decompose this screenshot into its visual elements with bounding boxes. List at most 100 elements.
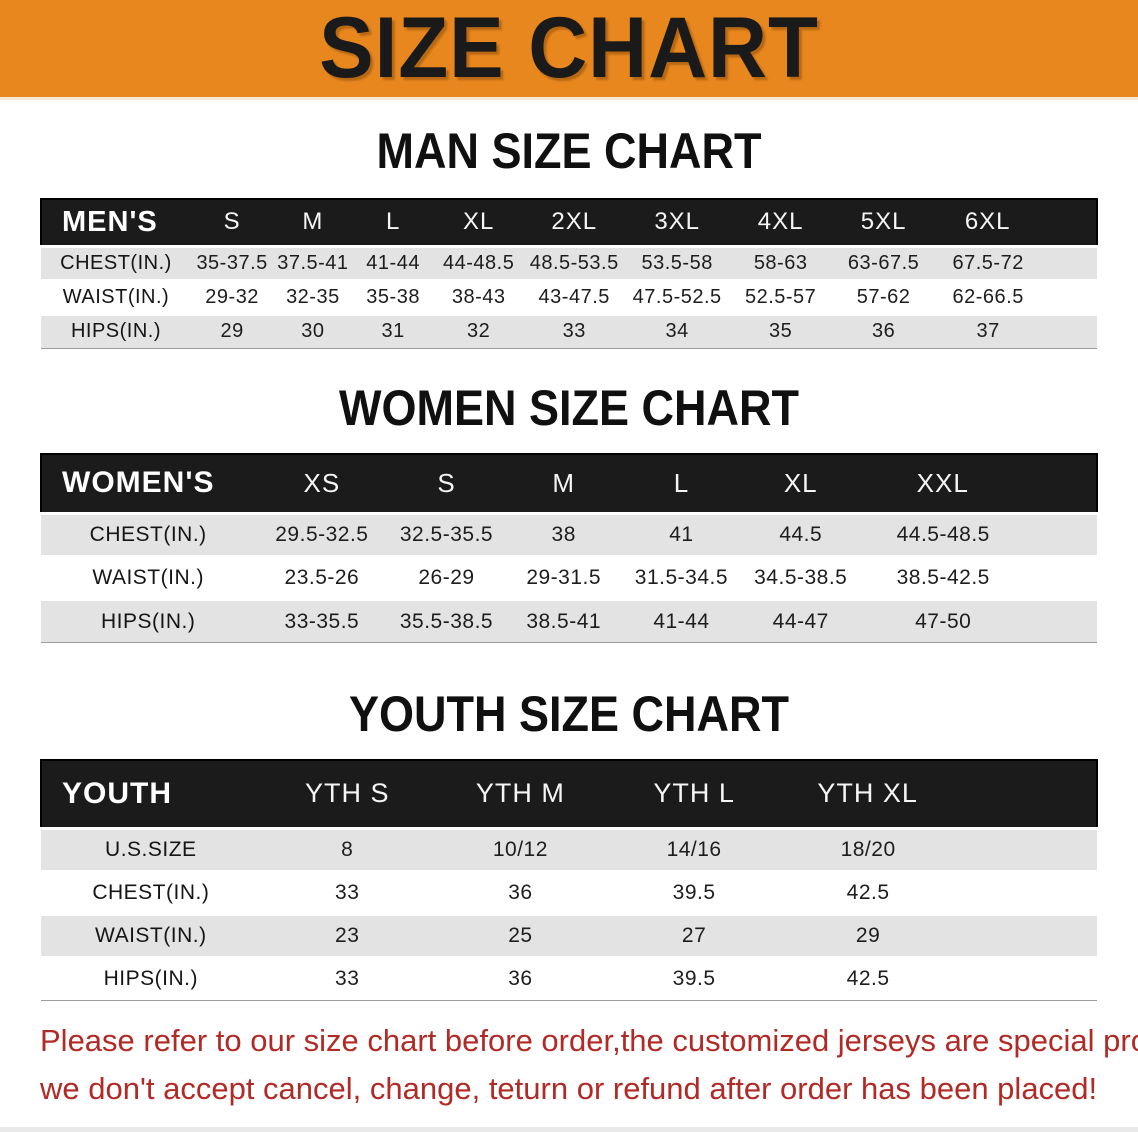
table-title: YOUTH [62,776,172,810]
size-column-header: YTH L [653,778,735,809]
size-value: 35 [769,320,793,342]
size-value: 67.5-72 [952,251,1024,274]
size-value: 32.5-35.5 [399,523,494,546]
size-value: 31 [381,320,405,342]
size-column-header: XS [303,467,341,498]
size-value: 26-29 [418,566,475,589]
measurement-row: HIPS(IN.) 33 36 39.5 42.5 [41,957,1097,1000]
size-value: 29 [855,923,881,947]
size-value: 36 [871,320,896,342]
row-label: HIPS(IN.) [70,320,161,342]
bottom-strip [0,1127,1138,1132]
men-size-table: MEN'S S M L XL 2XL 3XL 4XL 5XL 6XL CHEST(IN.) 35-37… [40,198,1098,349]
size-header-row: WOMEN'S XS S M L XL XXL [41,453,1097,514]
section-men: MAN SIZE CHART MEN'S S M L XL 2XL 3XL 4XL 5XL 6XL… [0,122,1138,349]
size-value: 36 [508,880,533,904]
women-size-table: WOMEN'S XS S M L XL XXL CHEST(IN.) 29.5-32.5 32.5… [40,453,1098,643]
size-column-header: 5XL [860,208,907,236]
size-column-header: 6XL [964,208,1011,236]
size-column-header: YTH S [304,778,390,809]
size-value: 33 [335,967,360,990]
size-value: 38.5-41 [526,609,602,633]
size-value: 39.5 [672,880,716,904]
size-value: 41 [669,523,694,546]
size-value: 31.5-34.5 [634,566,729,589]
size-value: 44-47 [772,609,829,633]
size-value: 44.5-48.5 [896,523,990,546]
section-youth: YOUTH SIZE CHART YOUTH YTH S YTH M YTH L YTH… [0,685,1138,1001]
banner-title: SIZE CHART [319,0,819,96]
size-value: 39.5 [672,967,716,990]
size-value: 62-66.5 [952,285,1024,308]
size-value: 35-38 [366,285,420,308]
size-value: 38.5-42.5 [896,566,990,589]
row-label: CHEST(IN.) [92,880,210,904]
size-value: 35-37.5 [196,251,268,274]
size-value: 29 [220,320,244,342]
size-header-row: MEN'S S M L XL 2XL 3XL 4XL 5XL 6XL [41,199,1097,246]
section-women: WOMEN SIZE CHART WOMEN'S XS S M L XL XXL CHEST(… [0,379,1138,643]
size-value: 58-63 [753,251,808,274]
size-value: 18/20 [840,837,896,861]
size-value: 29-31.5 [526,566,602,589]
row-label: HIPS(IN.) [101,609,196,633]
size-column-header: M [302,208,324,236]
measurement-row: CHEST(IN.) 35-37.5 37.5-41 41-44 44-48.5 48.5… [41,246,1097,280]
size-column-header: L [673,467,690,498]
size-value: 63-67.5 [847,251,920,274]
measurement-row: U.S.SIZE 8 10/12 14/16 18/20 [41,828,1097,871]
measurement-row: WAIST(IN.) 23.5-26 26-29 29-31.5 31.5-34.5 34… [41,556,1097,600]
size-value: 14/16 [666,837,722,861]
row-label: WAIST(IN.) [95,923,207,947]
size-value: 42.5 [846,880,890,904]
size-value: 47-50 [915,609,972,633]
row-label: HIPS(IN.) [103,967,198,990]
youth-size-table: YOUTH YTH S YTH M YTH L YTH XL U.S.SIZE 8 10/12… [40,759,1098,1001]
row-label: CHEST(IN.) [89,523,207,546]
size-value: 29-32 [205,285,259,308]
size-value: 23.5-26 [284,566,360,589]
size-value: 33-35.5 [284,609,360,633]
size-value: 35.5-38.5 [399,609,494,633]
row-label: WAIST(IN.) [92,566,204,589]
size-value: 37 [976,320,1000,342]
size-value: 44-48.5 [442,251,515,274]
size-value: 41-44 [653,609,710,633]
size-value: 27 [681,923,707,947]
size-value: 34 [665,320,689,342]
measurement-row: HIPS(IN.) 29 30 31 32 33 34 35 36 37 [41,314,1097,348]
row-label: U.S.SIZE [105,837,197,861]
disclaimer-line-2: we don't accept cancel, change, teturn o… [40,1070,1098,1106]
table-title: WOMEN'S [62,466,215,500]
size-value: 38 [551,523,576,546]
size-value: 47.5-52.5 [632,285,722,308]
size-header-row: YOUTH YTH S YTH M YTH L YTH XL [41,760,1097,828]
size-value: 30 [301,320,325,342]
disclaimer: Please refer to our size chart before or… [40,1017,1138,1113]
size-value: 25 [508,923,533,947]
size-value: 23 [335,923,360,947]
measurement-row: CHEST(IN.) 33 36 39.5 42.5 [41,871,1097,914]
size-column-header: M [552,467,576,498]
size-value: 37.5-41 [277,251,349,274]
measurement-row: CHEST(IN.) 29.5-32.5 32.5-35.5 38 41 44.5 44.5… [41,513,1097,557]
size-column-header: S [437,467,456,498]
size-value: 36 [508,967,533,990]
size-value: 8 [341,837,354,861]
size-value: 32-35 [286,285,340,308]
size-value: 10/12 [492,837,548,861]
measurement-row: WAIST(IN.) 29-32 32-35 35-38 38-43 43-47.5 47.… [41,280,1097,314]
disclaimer-line-1: Please refer to our size chart before or… [40,1022,1138,1058]
size-value: 42.5 [846,967,890,990]
size-column-header: 4XL [757,208,804,236]
women-section-heading: WOMEN SIZE CHART [339,379,799,436]
size-column-header: L [385,208,401,236]
size-value: 44.5 [779,523,823,546]
size-value: 57-62 [856,285,911,308]
size-column-header: 2XL [551,208,598,236]
size-column-header: YTH M [475,778,565,809]
size-value: 41-44 [366,251,420,274]
size-column-header: YTH XL [817,778,918,809]
size-value: 32 [467,320,491,342]
